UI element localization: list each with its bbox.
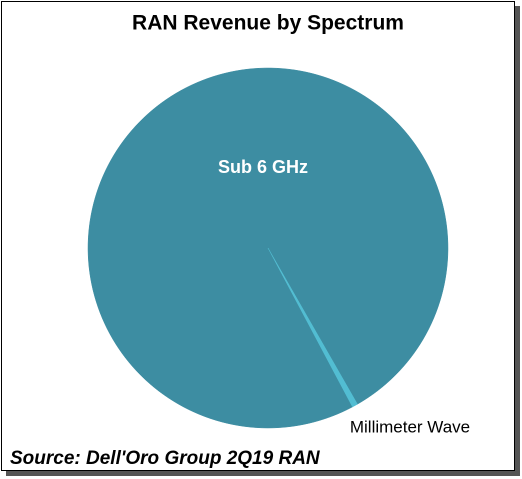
slice-label: Millimeter Wave: [350, 417, 470, 436]
source-note: Source: Dell'Oro Group 2Q19 RAN: [10, 448, 321, 469]
pie-slice: [267, 247, 358, 408]
slice-label: Sub 6 GHz: [218, 157, 308, 177]
chart-title: RAN Revenue by Spectrum: [132, 12, 404, 35]
